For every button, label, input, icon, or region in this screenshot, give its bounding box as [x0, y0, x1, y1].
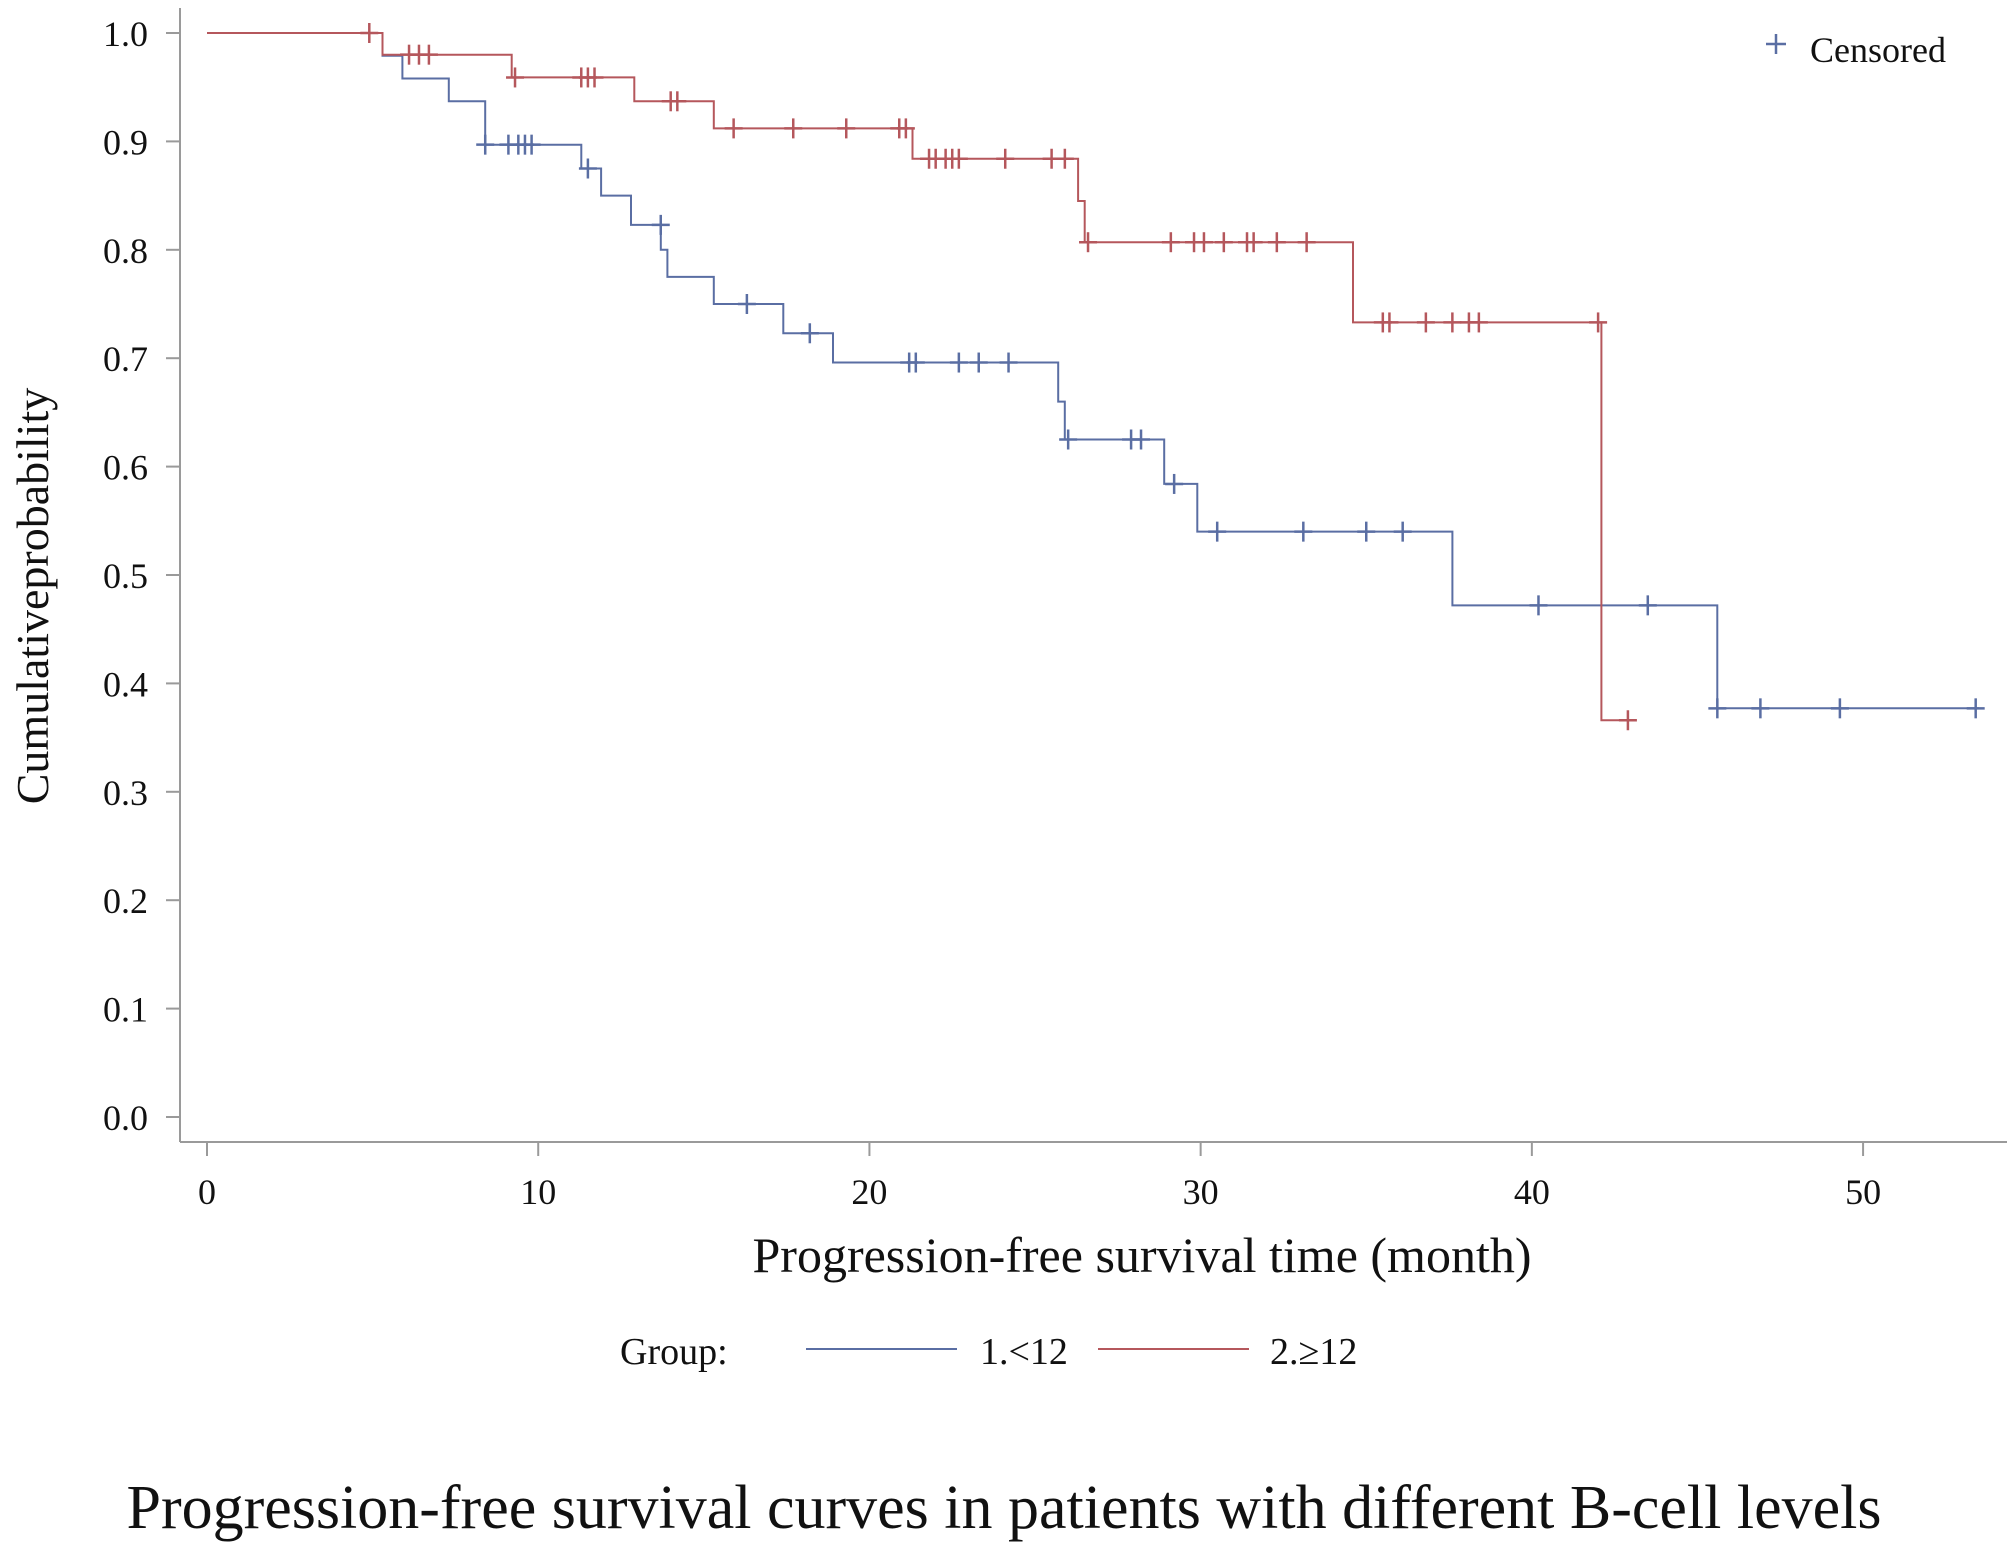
censor-mark-group-2: [1267, 232, 1286, 253]
censor-mark-group-2: [837, 118, 856, 139]
censor-mark-group-1: [1708, 698, 1727, 719]
x-tick-label: 10: [520, 1172, 556, 1212]
y-tick-label: 0.3: [103, 773, 148, 813]
censor-mark-group-1: [1059, 429, 1078, 450]
censor-mark-group-2: [506, 67, 525, 88]
censor-mark-group-1: [1165, 473, 1184, 494]
censor-mark-group-2: [1244, 232, 1263, 253]
censor-mark-group-1: [1751, 698, 1770, 719]
survival-curve-group-2: [207, 32, 1628, 722]
censor-mark-group-1: [1294, 521, 1313, 542]
censor-mark-group-1: [906, 352, 925, 373]
y-tick-label: 0.7: [103, 339, 148, 379]
censor-mark-group-2: [1297, 232, 1316, 253]
censor-mark-group-2: [360, 23, 379, 43]
y-tick-label: 1.0: [103, 14, 148, 54]
group-legend-label-1: 1.<12: [980, 1331, 1068, 1373]
x-tick-label: 0: [198, 1172, 216, 1212]
group-legend: Group: 1.<12 2.≥12: [620, 1331, 1357, 1373]
figure-caption: Progression-free survival curves in pati…: [126, 1474, 1882, 1542]
y-tick-label: 0.0: [103, 1098, 148, 1138]
censor-mark-group-2: [949, 148, 968, 169]
censor-mark-group-1: [1830, 698, 1849, 719]
y-axis-label: Cumulativeprobability: [7, 388, 58, 805]
censor-marks: [360, 23, 1985, 731]
censored-legend: Censored: [1766, 30, 1946, 70]
censor-mark-group-1: [651, 214, 670, 235]
censor-mark-group-1: [476, 134, 495, 155]
censor-mark-group-1: [999, 352, 1018, 373]
censor-mark-group-1: [1529, 595, 1548, 616]
y-ticks: 0.0 0.1 0.2 0.3 0.4 0.5 0.6 0.7 0.8 0.9 1.0: [103, 14, 180, 1138]
censor-mark-group-2: [585, 67, 604, 88]
censor-mark-group-1: [737, 294, 756, 314]
y-tick-label: 0.6: [103, 448, 148, 488]
censored-legend-label: Censored: [1810, 30, 1946, 70]
censor-mark-group-2: [1161, 232, 1180, 253]
censor-mark-group-1: [800, 323, 819, 344]
censor-mark-group-1: [522, 134, 541, 155]
censor-mark-group-2: [1214, 232, 1233, 253]
censor-mark-group-1: [1638, 595, 1657, 616]
y-tick-label: 0.2: [103, 881, 148, 921]
censor-mark-group-1: [1966, 698, 1985, 719]
censor-mark-group-1: [1208, 521, 1227, 542]
censor-mark-group-2: [1469, 312, 1488, 333]
censor-mark-group-2: [1589, 312, 1608, 333]
censor-mark-group-2: [996, 148, 1015, 169]
group-legend-label-2: 2.≥12: [1270, 1331, 1357, 1373]
censor-mark-group-1: [1393, 521, 1412, 542]
censor-mark-group-2: [896, 118, 915, 139]
x-tick-label: 20: [851, 1172, 887, 1212]
censor-mark-group-2: [1618, 710, 1637, 731]
censor-mark-group-1: [1132, 429, 1151, 450]
y-tick-label: 0.9: [103, 122, 148, 162]
censor-mark-group-1: [949, 352, 968, 373]
x-ticks: 0 10 20 30 40 50: [198, 1142, 1881, 1212]
censor-mark-group-1: [1357, 521, 1376, 542]
y-tick-label: 0.4: [103, 664, 148, 704]
censor-mark-group-2: [1055, 148, 1074, 169]
censor-mark-group-2: [1194, 232, 1213, 253]
censor-mark-group-2: [1443, 312, 1462, 333]
x-tick-label: 40: [1514, 1172, 1550, 1212]
censor-mark-group-2: [1416, 312, 1435, 333]
x-axis-label: Progression-free survival time (month): [753, 1227, 1532, 1283]
censor-mark-group-2: [724, 118, 743, 139]
x-tick-label: 50: [1845, 1172, 1881, 1212]
group-legend-title: Group:: [620, 1331, 728, 1373]
censor-mark-group-2: [1079, 232, 1098, 253]
censor-mark-group-2: [668, 91, 687, 112]
y-tick-label: 0.8: [103, 231, 148, 271]
censor-mark-group-2: [784, 118, 803, 139]
survival-curve-group-1: [207, 32, 1979, 710]
y-tick-label: 0.5: [103, 556, 148, 596]
x-tick-label: 30: [1183, 1172, 1219, 1212]
censor-mark-group-1: [969, 352, 988, 373]
censor-mark-group-1: [578, 158, 597, 179]
axes: [179, 8, 2007, 1143]
censor-mark-group-2: [1380, 312, 1399, 333]
y-tick-label: 0.1: [103, 990, 148, 1030]
censor-mark-group-2: [419, 44, 438, 65]
curves: [207, 32, 1979, 722]
